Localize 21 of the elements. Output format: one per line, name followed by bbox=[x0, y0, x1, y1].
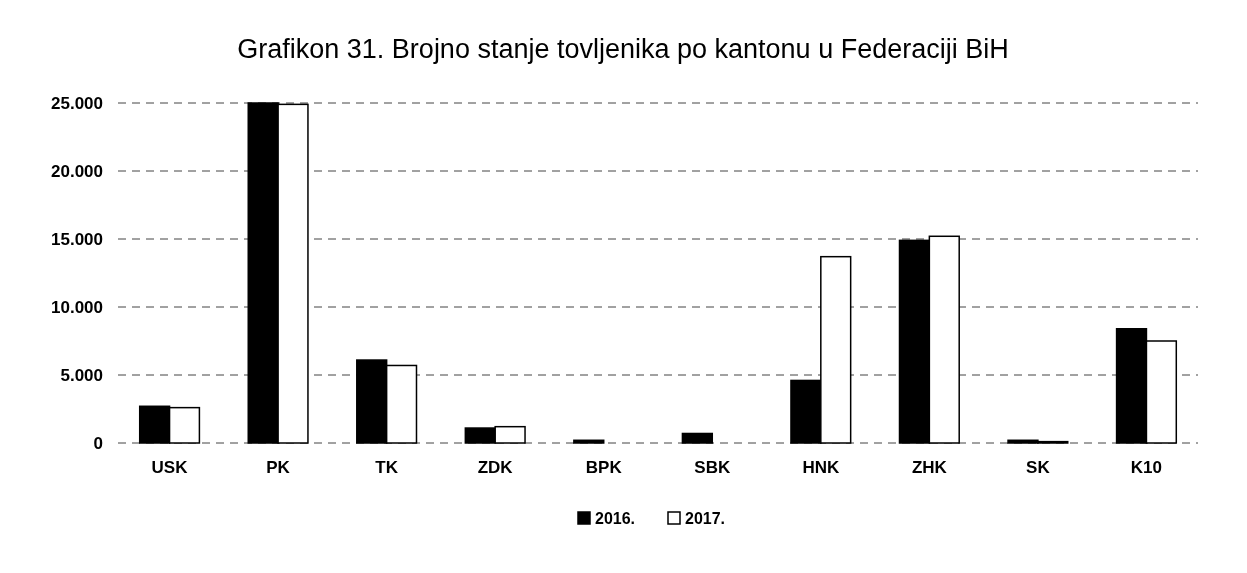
y-tick-label: 25.000 bbox=[51, 93, 103, 113]
y-tick-label: 5.000 bbox=[60, 365, 103, 385]
legend-label: 2017. bbox=[685, 509, 726, 527]
bar bbox=[573, 439, 605, 444]
x-tick-label: USK bbox=[151, 458, 189, 477]
x-tick-label: SBK bbox=[694, 458, 731, 477]
y-tick-label: 20.000 bbox=[51, 161, 103, 181]
y-tick-label: 15.000 bbox=[51, 229, 103, 249]
bar bbox=[681, 432, 714, 444]
x-tick-label: HNK bbox=[802, 458, 840, 477]
x-tick-label: BPK bbox=[585, 458, 623, 477]
x-tick-label: SK bbox=[1026, 458, 1051, 477]
x-tick-label: ZHK bbox=[911, 458, 948, 477]
chart-title: Grafikon 31. Brojno stanje tovljenika po kantonu u Federaciji BiH bbox=[237, 34, 1009, 64]
y-tick-label: 0 bbox=[93, 433, 103, 453]
x-tick-label: ZDK bbox=[477, 458, 514, 477]
x-tick-label: TK bbox=[375, 458, 399, 477]
y-tick-label: 10.000 bbox=[51, 297, 103, 317]
x-tick-label: PK bbox=[266, 458, 291, 477]
legend-label: 2016. bbox=[595, 509, 636, 527]
x-tick-label: K10 bbox=[1130, 458, 1163, 477]
